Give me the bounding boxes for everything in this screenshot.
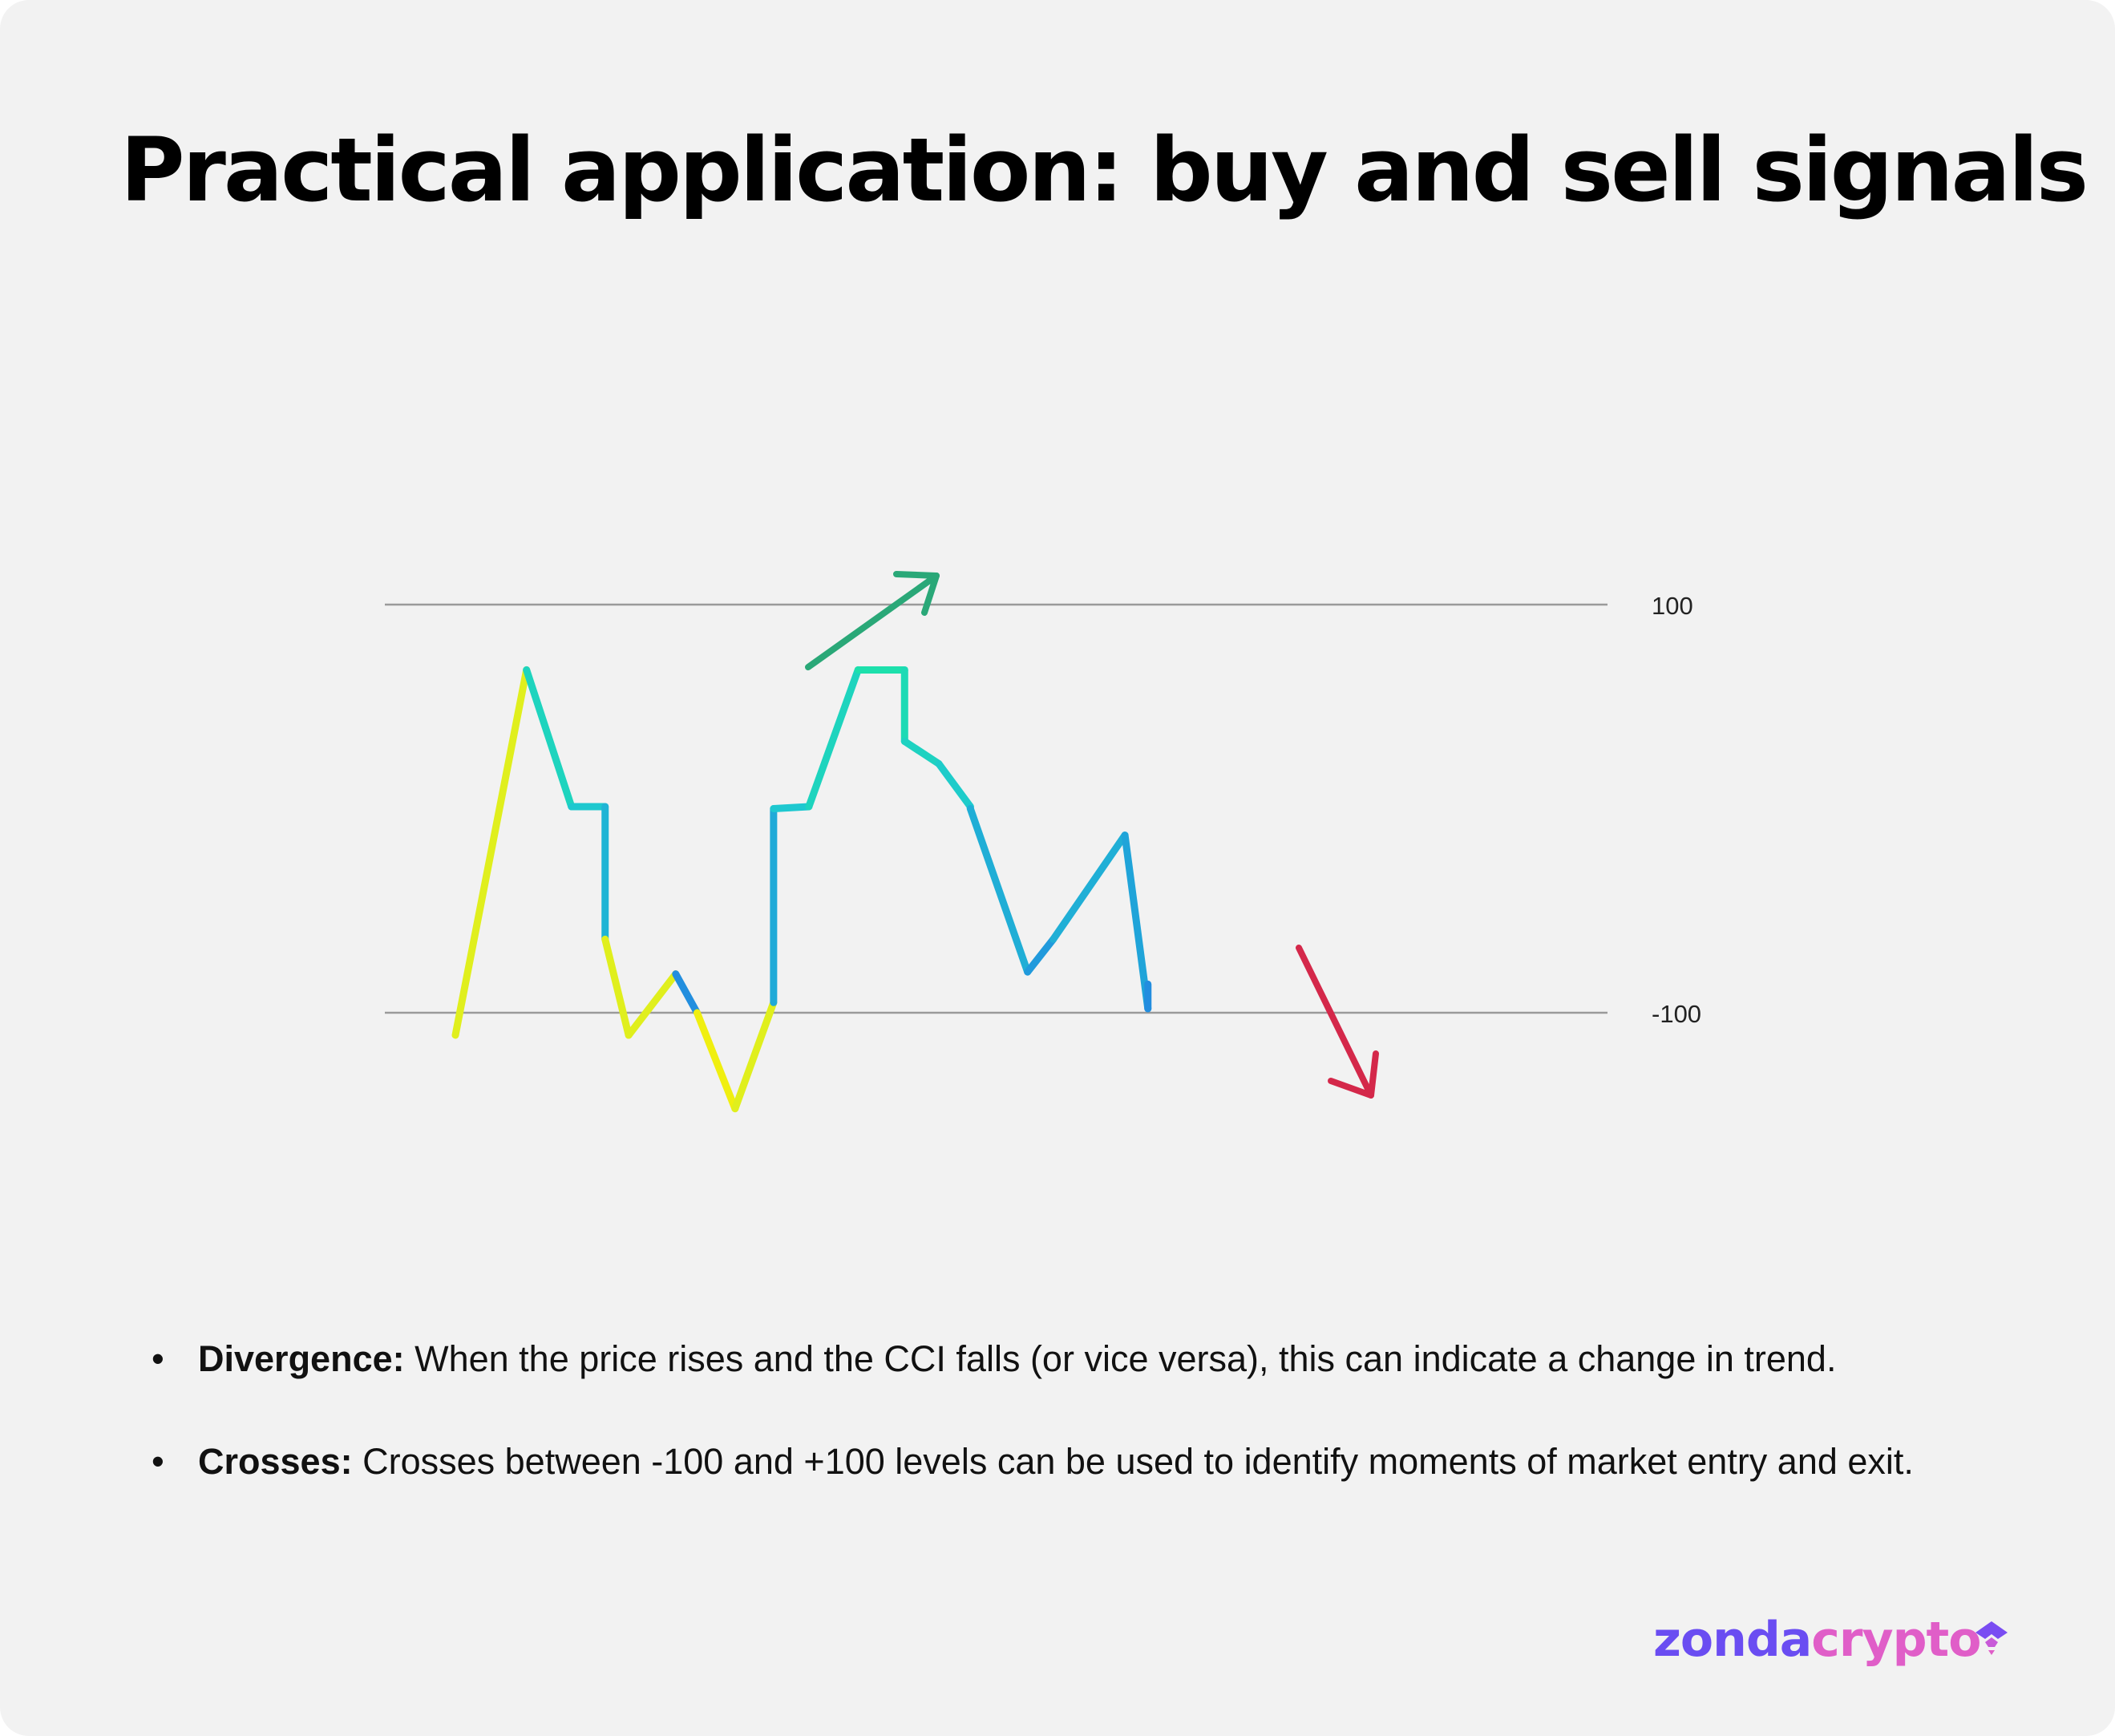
logo-text-crypto: crypto bbox=[1811, 1612, 1981, 1668]
logo-text-zonda: zonda bbox=[1653, 1612, 1812, 1668]
cci-line bbox=[451, 666, 1152, 1113]
cci-line-segment bbox=[672, 970, 701, 1017]
reference-lines: 100 -100 bbox=[385, 592, 1701, 1028]
cci-line-segment bbox=[1024, 935, 1058, 976]
cci-line-segment bbox=[770, 803, 813, 812]
cci-line-segment bbox=[805, 666, 862, 811]
cci-line-segment bbox=[731, 998, 778, 1113]
bullet-text: Crosses between -100 and +100 levels can… bbox=[352, 1441, 1914, 1482]
cci-line-segment bbox=[935, 760, 974, 811]
buy-arrow-icon bbox=[805, 571, 940, 670]
cci-line-segment bbox=[1121, 832, 1152, 1013]
signal-arrows bbox=[805, 571, 1379, 1099]
bullet-crosses: Crosses: Crosses between -100 and +100 l… bbox=[152, 1438, 1914, 1486]
cci-line-segment bbox=[523, 666, 576, 811]
cci-line-segment bbox=[601, 935, 633, 1039]
cci-line-segment bbox=[625, 970, 680, 1039]
bullet-text: When the price rises and the CCI falls (… bbox=[404, 1338, 1837, 1379]
cci-line-segment bbox=[451, 666, 531, 1039]
zonda-logo-icon bbox=[1975, 1621, 2008, 1655]
bullet-term: Divergence: bbox=[198, 1338, 405, 1379]
bullet-divergence: Divergence: When the price rises and the… bbox=[152, 1335, 1914, 1383]
cci-line-segment bbox=[900, 738, 943, 768]
cci-line-segment bbox=[693, 1009, 739, 1113]
cci-line-segment bbox=[1049, 832, 1129, 943]
sell-arrow-icon bbox=[1296, 945, 1379, 1099]
page-title: Practical application: buy and sell sign… bbox=[120, 119, 2089, 221]
brand-logo: zondacrypto bbox=[1653, 1612, 1981, 1668]
bullet-list: Divergence: When the price rises and the… bbox=[152, 1335, 1914, 1486]
reference-line-label: -100 bbox=[1652, 1000, 1701, 1028]
reference-line-label: 100 bbox=[1652, 592, 1693, 620]
bullet-term: Crosses: bbox=[198, 1441, 353, 1482]
cci-line-segment bbox=[966, 805, 1032, 976]
